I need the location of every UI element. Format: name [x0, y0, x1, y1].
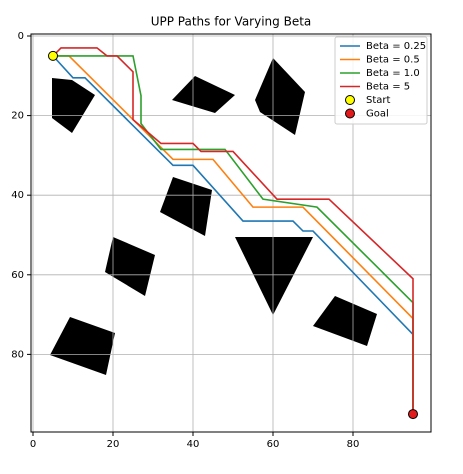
- legend-swatch: [345, 95, 355, 105]
- path-line: [52, 55, 414, 415]
- obstacle: [160, 177, 212, 236]
- x-tick-label: 0: [30, 439, 36, 450]
- legend-label: Beta = 0.5: [366, 55, 420, 66]
- obstacles: [50, 58, 377, 375]
- legend-swatch: [345, 108, 355, 119]
- chart-title: UPP Paths for Varying Beta: [151, 15, 312, 29]
- plot-frame: [30, 33, 432, 433]
- path-line: [53, 55, 414, 415]
- obstacle: [52, 78, 95, 133]
- y-tick-label: 20: [11, 111, 24, 122]
- point-marker: [48, 50, 58, 61]
- x-tick-label: 80: [347, 439, 360, 450]
- legend-label: Start: [366, 95, 391, 106]
- y-tick-label: 40: [11, 190, 24, 201]
- path-line: [53, 55, 414, 415]
- path-line: [52, 47, 414, 415]
- legend-label: Beta = 1.0: [366, 68, 420, 79]
- y-tick-label: 80: [11, 349, 24, 360]
- point-marker: [408, 409, 418, 420]
- x-tick-label: 20: [107, 439, 120, 450]
- obstacle: [172, 76, 235, 113]
- legend-label: Goal: [366, 109, 389, 120]
- obstacle: [235, 237, 313, 315]
- x-tick-label: 60: [267, 439, 280, 450]
- x-tick-label: 40: [187, 439, 200, 450]
- y-tick-label: 60: [11, 270, 24, 281]
- legend-label: Beta = 0.25: [366, 41, 426, 52]
- obstacle: [313, 296, 377, 346]
- obstacle: [255, 58, 305, 135]
- legend-label: Beta = 5: [366, 82, 410, 93]
- obstacle: [105, 237, 155, 296]
- obstacle: [50, 317, 115, 375]
- legend: Beta = 0.25 Beta = 0.5 Beta = 1.0 Beta = 5 S…: [334, 36, 428, 125]
- y-tick-label: 0: [18, 31, 24, 42]
